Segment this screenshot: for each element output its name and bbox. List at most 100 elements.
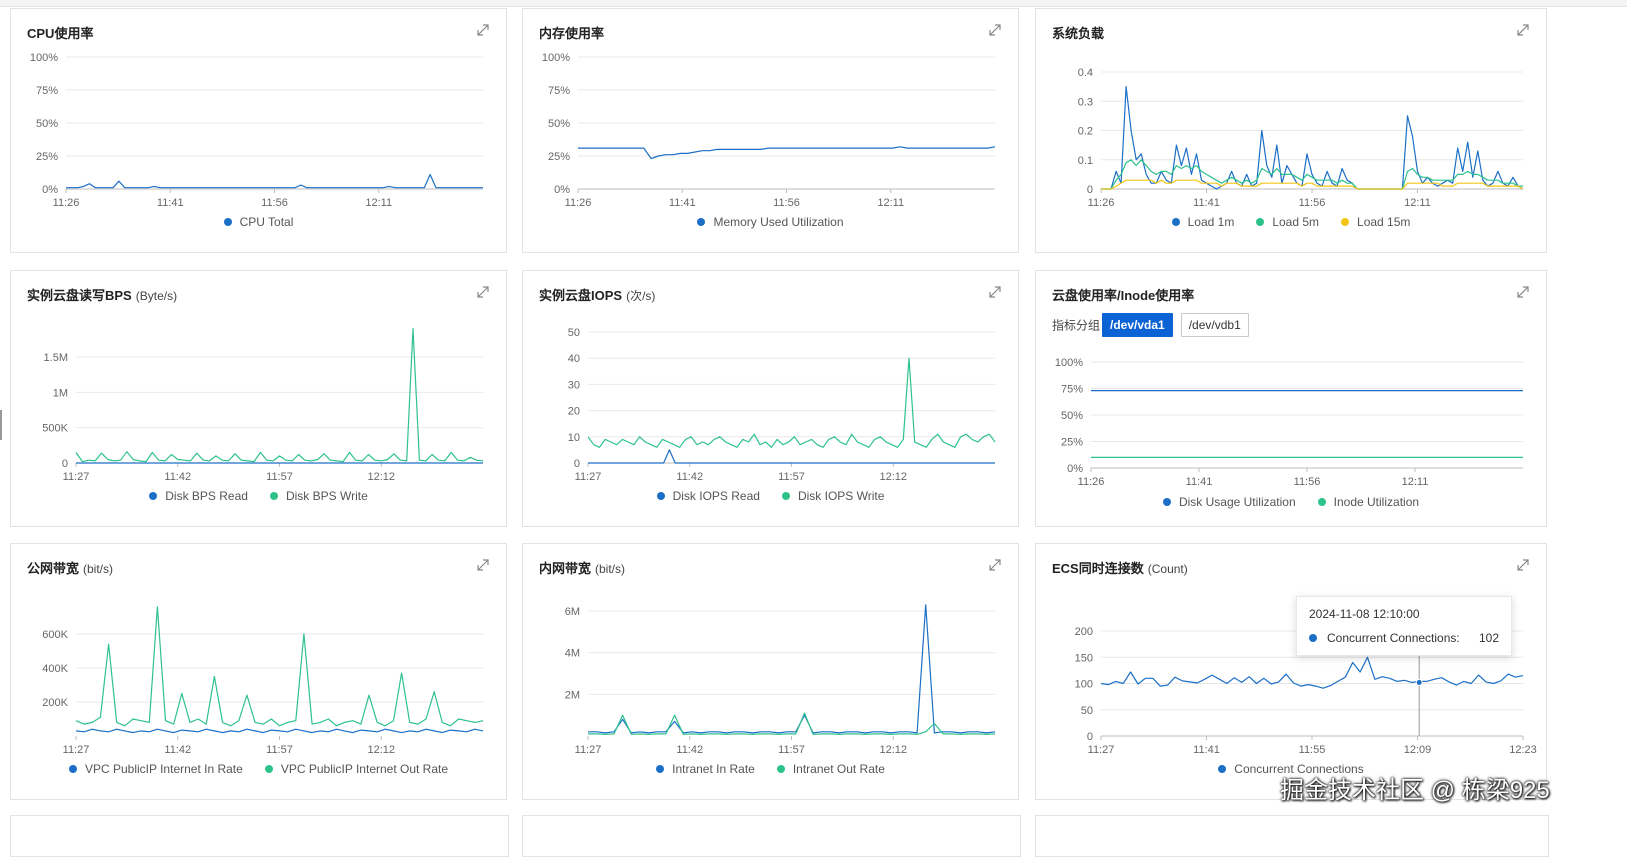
legend-item[interactable]: Load 15m bbox=[1341, 215, 1410, 229]
y-tick-label: 50% bbox=[1061, 410, 1083, 422]
legend-dot bbox=[269, 491, 278, 500]
y-tick-label: 0 bbox=[62, 458, 68, 470]
series-line-intranet-in-rate[interactable] bbox=[588, 604, 996, 734]
expand-icon[interactable] bbox=[476, 23, 490, 37]
legend-label: Disk BPS Write bbox=[285, 489, 368, 503]
cpu-chart: 100% 75% 50% 25% 0%11:26 11:41 11:56 12:11 bbox=[30, 52, 483, 209]
series-line-intranet-out-rate[interactable] bbox=[588, 712, 996, 735]
series-line-concurrent-connections[interactable] bbox=[1100, 656, 1524, 689]
legend-item[interactable]: CPU Total bbox=[223, 215, 293, 229]
x-tick-label: 11:57 bbox=[778, 471, 805, 483]
legend-item[interactable]: Disk Usage Utilization bbox=[1162, 495, 1296, 509]
legend-label: Load 1m bbox=[1187, 215, 1235, 229]
legend-item[interactable]: Load 1m bbox=[1171, 215, 1235, 229]
cpu-panel: CPU使用率 100% 75% 50% 25% 0% 11:26 11:41 11:56 12:1… bbox=[10, 8, 507, 253]
y-tick-label: 50 bbox=[568, 327, 580, 339]
x-tick-label: 12:11 bbox=[877, 197, 904, 209]
legend-item[interactable]: VPC PublicIP Internet In Rate bbox=[68, 762, 243, 776]
series-line-vpc-publicip-internet-out-rate[interactable] bbox=[75, 606, 484, 727]
legend-item[interactable]: Intranet In Rate bbox=[656, 762, 755, 776]
group-option-dev-vdb1[interactable]: /dev/vdb1 bbox=[1180, 313, 1249, 337]
series-line-disk-iops-read[interactable] bbox=[588, 449, 995, 464]
series-line-disk-iops-write[interactable] bbox=[587, 357, 996, 448]
metric-group-label: 指标分组 bbox=[1052, 318, 1101, 333]
legend-label: Load 15m bbox=[1357, 215, 1411, 229]
legend-item[interactable]: Memory Used Utilization bbox=[697, 215, 844, 229]
legend-dot bbox=[149, 491, 158, 500]
expand-icon[interactable] bbox=[1516, 558, 1530, 572]
legend-dot bbox=[776, 764, 785, 773]
legend-item[interactable]: Disk BPS Write bbox=[269, 489, 368, 503]
y-tick-label: 40 bbox=[568, 353, 580, 365]
legend-item[interactable]: Disk IOPS Write bbox=[781, 489, 884, 503]
y-tick-label: 50% bbox=[548, 118, 570, 130]
group-option-dev-vda1[interactable]: /dev/vda1 bbox=[1102, 313, 1173, 337]
series-line-memory-used-utilization[interactable] bbox=[578, 146, 996, 160]
y-tick-label: 500K bbox=[42, 423, 68, 435]
legend-label: Disk IOPS Read bbox=[672, 489, 760, 503]
legend-item[interactable]: Disk BPS Read bbox=[149, 489, 248, 503]
series-line-load-1m[interactable] bbox=[1101, 85, 1524, 190]
expand-icon[interactable] bbox=[476, 285, 490, 299]
x-tick-label: 11:26 bbox=[1078, 476, 1105, 488]
series-line-vpc-publicip-internet-in-rate[interactable] bbox=[75, 728, 484, 734]
expand-icon[interactable] bbox=[1516, 285, 1530, 299]
intranet-bw-chart: 6M 4M 2M 11:27 11:42 11:57 12:12 bbox=[565, 604, 996, 756]
x-tick-label: 12:11 bbox=[1404, 197, 1431, 209]
y-tick-label: 75% bbox=[36, 85, 58, 97]
cpu-title: CPU使用率 bbox=[27, 23, 93, 42]
x-tick-label: 11:57 bbox=[266, 744, 293, 756]
legend-dot bbox=[1317, 497, 1326, 506]
y-tick-label: 0% bbox=[554, 184, 570, 196]
disk-iops-chart: 50 40 30 20 10 011:27 11:42 11:57 12:12 bbox=[568, 327, 996, 483]
panel-title-text: 实例云盘IOPS bbox=[539, 288, 623, 303]
load-chart: 0.4 0.3 0.2 0.1 011:26 11:41 11:56 12:11 bbox=[1078, 67, 1524, 209]
legend-item[interactable]: Load 5m bbox=[1256, 215, 1319, 229]
y-tick-label: 0.2 bbox=[1078, 126, 1093, 138]
expand-icon[interactable] bbox=[988, 558, 1002, 572]
series-line-load-15m[interactable] bbox=[1101, 179, 1524, 190]
expand-icon[interactable] bbox=[988, 285, 1002, 299]
legend-item[interactable]: Disk IOPS Read bbox=[656, 489, 760, 503]
series-line-cpu-total[interactable] bbox=[66, 173, 483, 189]
disk-usage-chart: 100% 75% 50% 25% 0%11:26 11:41 11:56 12:11 bbox=[1055, 357, 1523, 488]
expand-icon[interactable] bbox=[476, 558, 490, 572]
y-tick-label: 25% bbox=[1061, 437, 1083, 449]
series-line-load-5m[interactable] bbox=[1101, 159, 1523, 190]
x-tick-label: 11:27 bbox=[63, 744, 90, 756]
disk-usage-legend: Disk Usage Utilization Inode Utilization bbox=[1036, 495, 1546, 509]
x-tick-label: 11:56 bbox=[261, 197, 288, 209]
next-row-card-3 bbox=[1035, 815, 1549, 857]
legend-dot bbox=[1341, 217, 1350, 226]
cpu-legend: CPU Total bbox=[11, 215, 506, 229]
x-tick-label: 11:27 bbox=[1088, 744, 1115, 756]
y-tick-label: 0 bbox=[1087, 184, 1093, 196]
legend-item[interactable]: VPC PublicIP Internet Out Rate bbox=[264, 762, 448, 776]
legend-item[interactable]: Inode Utilization bbox=[1317, 495, 1419, 509]
expand-icon[interactable] bbox=[988, 23, 1002, 37]
y-tick-label: 0.3 bbox=[1078, 96, 1093, 108]
y-tick-label: 2M bbox=[565, 689, 580, 701]
y-tick-label: 6M bbox=[565, 606, 580, 618]
disk-usage-title: 云盘使用率/Inode使用率 bbox=[1052, 285, 1194, 304]
legend-item[interactable]: Intranet Out Rate bbox=[776, 762, 885, 776]
series-line-disk-bps-write[interactable] bbox=[75, 328, 484, 463]
x-tick-label: 11:57 bbox=[778, 744, 805, 756]
panel-title-text: 内网带宽 bbox=[539, 561, 592, 576]
expand-icon[interactable] bbox=[1516, 23, 1530, 37]
x-tick-label: 11:42 bbox=[164, 471, 191, 483]
panel-title-text: 内存使用率 bbox=[539, 26, 605, 41]
legend-dot bbox=[697, 217, 706, 226]
disk-bps-legend: Disk BPS Read Disk BPS Write bbox=[11, 489, 506, 503]
x-tick-label: 11:41 bbox=[1193, 744, 1220, 756]
x-tick-label: 11:26 bbox=[565, 197, 592, 209]
x-tick-label: 12:09 bbox=[1404, 744, 1432, 756]
x-tick-label: 12:12 bbox=[879, 744, 907, 756]
x-tick-label: 11:56 bbox=[1294, 476, 1321, 488]
panel-title-text: 实例云盘读写BPS bbox=[27, 288, 132, 303]
y-tick-label: 150 bbox=[1075, 652, 1093, 664]
panel-title-text: ECS同时连接数 bbox=[1052, 561, 1144, 576]
legend-item[interactable]: Concurrent Connections bbox=[1218, 762, 1364, 776]
public-bw-legend: VPC PublicIP Internet In Rate VPC PublicI… bbox=[11, 762, 506, 776]
disk-iops-legend: Disk IOPS Read Disk IOPS Write bbox=[523, 489, 1018, 503]
